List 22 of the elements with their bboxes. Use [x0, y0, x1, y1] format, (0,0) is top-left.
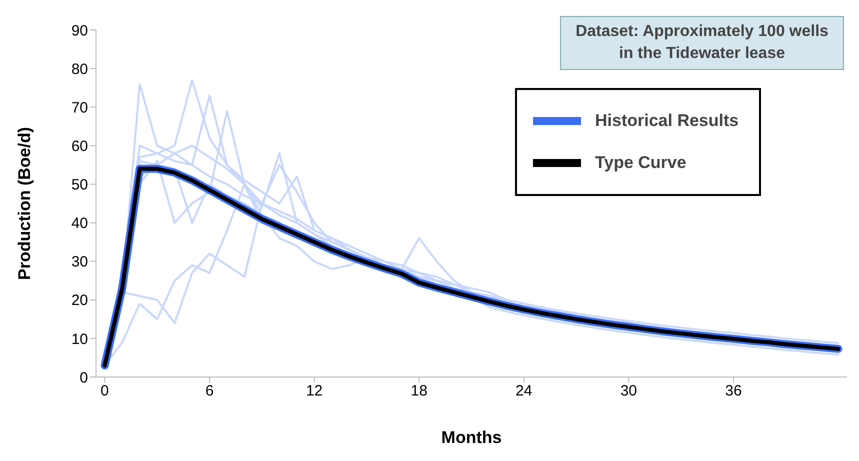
y-tick-label: 0	[80, 369, 88, 386]
x-tick-label: 6	[205, 382, 214, 400]
legend-label: Historical Results	[595, 111, 739, 131]
x-tick-label: 30	[620, 382, 638, 400]
x-tick-label: 24	[516, 382, 532, 400]
y-tick-label: 90	[71, 22, 88, 40]
x-tick-label: 36	[725, 382, 742, 400]
x-tick-label: 0	[100, 382, 109, 400]
y-tick-label: 80	[71, 60, 88, 78]
y-tick-label: 40	[71, 215, 88, 232]
y-tick-label: 60	[71, 138, 88, 155]
y-tick-label: 20	[71, 292, 88, 310]
y-tick-label: 30	[71, 254, 88, 271]
y-tick-label: 70	[71, 99, 88, 116]
annotation: Dataset: Approximately 100 wells in the Tidewater lease	[560, 16, 844, 70]
legend-label: Type Curve	[595, 153, 686, 173]
y-axis-title: Production (Boe/d)	[15, 127, 34, 280]
x-tick-label: 12	[306, 382, 323, 400]
x-tick-label: 18	[410, 382, 428, 400]
x-axis-title: Months	[441, 428, 502, 447]
y-tick-label: 10	[71, 330, 88, 348]
y-tick-label: 50	[71, 176, 88, 194]
